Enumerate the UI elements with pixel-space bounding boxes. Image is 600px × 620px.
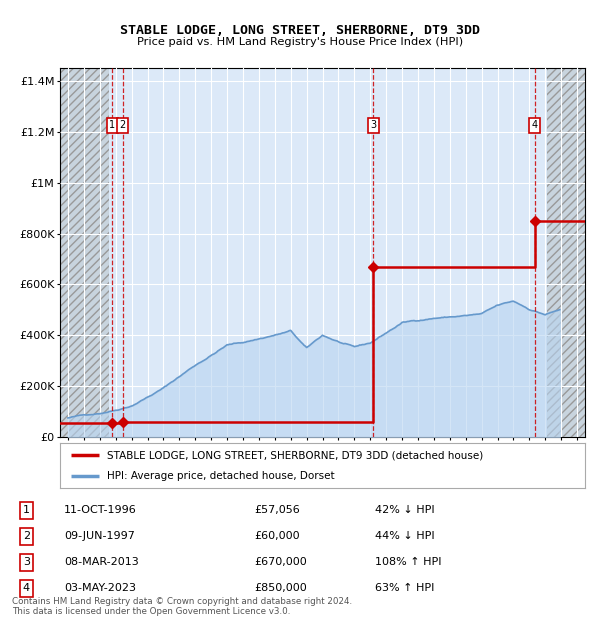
- Text: 1: 1: [109, 120, 115, 130]
- Text: 03-MAY-2023: 03-MAY-2023: [64, 583, 136, 593]
- Text: £57,056: £57,056: [254, 505, 299, 515]
- Text: 2: 2: [23, 531, 30, 541]
- Text: 11-OCT-1996: 11-OCT-1996: [64, 505, 137, 515]
- Text: This data is licensed under the Open Government Licence v3.0.: This data is licensed under the Open Gov…: [12, 607, 290, 616]
- Text: STABLE LODGE, LONG STREET, SHERBORNE, DT9 3DD (detached house): STABLE LODGE, LONG STREET, SHERBORNE, DT…: [107, 450, 484, 461]
- Text: Price paid vs. HM Land Registry's House Price Index (HPI): Price paid vs. HM Land Registry's House …: [137, 37, 463, 47]
- Text: Contains HM Land Registry data © Crown copyright and database right 2024.: Contains HM Land Registry data © Crown c…: [12, 597, 352, 606]
- Text: 3: 3: [370, 120, 376, 130]
- Text: £60,000: £60,000: [254, 531, 299, 541]
- Text: 4: 4: [23, 583, 30, 593]
- Text: 42% ↓ HPI: 42% ↓ HPI: [375, 505, 434, 515]
- Bar: [60, 68, 109, 437]
- Text: £850,000: £850,000: [254, 583, 307, 593]
- Text: 1: 1: [23, 505, 30, 515]
- Text: 2: 2: [119, 120, 126, 130]
- Text: 08-MAR-2013: 08-MAR-2013: [64, 557, 139, 567]
- Text: HPI: Average price, detached house, Dorset: HPI: Average price, detached house, Dors…: [107, 471, 335, 481]
- Text: 108% ↑ HPI: 108% ↑ HPI: [375, 557, 442, 567]
- Text: 63% ↑ HPI: 63% ↑ HPI: [375, 583, 434, 593]
- Text: £670,000: £670,000: [254, 557, 307, 567]
- Bar: [547, 68, 585, 437]
- Text: 44% ↓ HPI: 44% ↓ HPI: [375, 531, 434, 541]
- Text: 3: 3: [23, 557, 30, 567]
- Text: 4: 4: [532, 120, 538, 130]
- Text: STABLE LODGE, LONG STREET, SHERBORNE, DT9 3DD: STABLE LODGE, LONG STREET, SHERBORNE, DT…: [120, 24, 480, 37]
- Text: 09-JUN-1997: 09-JUN-1997: [64, 531, 135, 541]
